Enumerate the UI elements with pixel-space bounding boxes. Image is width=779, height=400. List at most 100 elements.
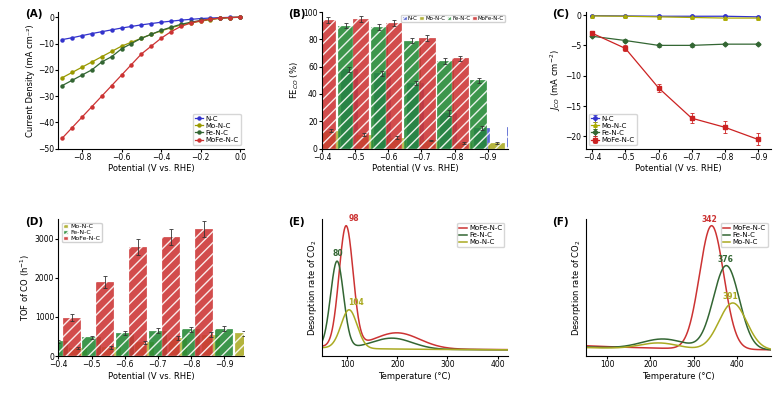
- Bar: [407, 83, 424, 148]
- Fe-N-C: [629, 342, 638, 347]
- Bar: [356, 135, 372, 148]
- Mo-N-C: [344, 307, 354, 312]
- Fe-N-C: [721, 263, 731, 268]
- MoFe-N-C: [68, 125, 77, 130]
- Y-axis label: Desorption rate of CO$_2$: Desorption rate of CO$_2$: [306, 240, 319, 336]
- MoFe-N-C: [216, 16, 225, 20]
- N-C: [68, 35, 77, 40]
- MoFe-N-C: [206, 17, 215, 22]
- Bar: [202, 334, 220, 356]
- Fe-N-C: [235, 15, 245, 20]
- Fe-N-C: [77, 73, 86, 78]
- Mo-N-C: [767, 347, 776, 352]
- Fe-N-C: [206, 17, 215, 22]
- Line: Mo-N-C: Mo-N-C: [61, 16, 241, 79]
- MoFe-N-C: [226, 15, 235, 20]
- Mo-N-C: [614, 345, 623, 350]
- Bar: [386, 23, 403, 148]
- MoFe-N-C: [767, 347, 776, 352]
- Mo-N-C: [196, 19, 206, 24]
- Fe-N-C: [690, 339, 700, 344]
- Mo-N-C: [581, 345, 590, 350]
- MoFe-N-C: [503, 347, 513, 352]
- Bar: [49, 341, 68, 356]
- Bar: [419, 38, 435, 148]
- Bar: [115, 333, 134, 356]
- MoFe-N-C: [117, 73, 126, 78]
- Mo-N-C: [317, 345, 326, 350]
- MoFe-N-C: [107, 83, 116, 88]
- Text: (C): (C): [552, 9, 569, 19]
- Mo-N-C: [442, 347, 451, 352]
- Y-axis label: Current Density (mA cm⁻²): Current Density (mA cm⁻²): [26, 24, 35, 136]
- Bar: [337, 26, 354, 148]
- MoFe-N-C: [365, 338, 375, 342]
- Legend: N-C, Mo-N-C, Fe-N-C, MoFe-N-C: N-C, Mo-N-C, Fe-N-C, MoFe-N-C: [589, 114, 636, 145]
- Fe-N-C: [721, 263, 730, 268]
- Mo-N-C: [457, 347, 467, 352]
- Fe-N-C: [581, 344, 590, 349]
- N-C: [136, 22, 146, 27]
- Bar: [215, 329, 233, 356]
- Bar: [319, 20, 337, 148]
- MoFe-N-C: [77, 115, 86, 120]
- Bar: [102, 348, 121, 356]
- MoFe-N-C: [351, 290, 360, 295]
- N-C: [127, 24, 136, 29]
- Mo-N-C: [127, 40, 136, 44]
- MoFe-N-C: [690, 299, 700, 304]
- MoFe-N-C: [146, 44, 156, 48]
- N-C: [235, 15, 245, 20]
- Mo-N-C: [226, 15, 235, 20]
- MoFe-N-C: [402, 332, 411, 336]
- Fe-N-C: [705, 310, 714, 315]
- N-C: [166, 19, 175, 24]
- Text: (D): (D): [25, 217, 43, 227]
- Mo-N-C: [117, 44, 126, 48]
- Fe-N-C: [186, 20, 196, 25]
- Bar: [371, 27, 388, 148]
- Y-axis label: Desorption rate of CO$_2$: Desorption rate of CO$_2$: [569, 240, 583, 336]
- Mo-N-C: [721, 307, 730, 312]
- MoFe-N-C: [97, 94, 107, 98]
- X-axis label: Temperature (°C): Temperature (°C): [379, 372, 451, 381]
- Line: Fe-N-C: Fe-N-C: [61, 16, 241, 87]
- Legend: N-C, Mo-N-C, Fe-N-C, MoFe-N-C: N-C, Mo-N-C, Fe-N-C, MoFe-N-C: [401, 15, 505, 22]
- MoFe-N-C: [705, 225, 714, 230]
- N-C: [226, 15, 235, 20]
- N-C: [58, 37, 67, 42]
- Mo-N-C: [157, 28, 166, 33]
- Fe-N-C: [665, 337, 675, 342]
- MoFe-N-C: [442, 345, 451, 350]
- Fe-N-C: [333, 259, 342, 264]
- X-axis label: Potential (V vs. RHE): Potential (V vs. RHE): [108, 372, 195, 381]
- Bar: [471, 80, 487, 148]
- MoFe-N-C: [235, 15, 245, 20]
- N-C: [216, 15, 225, 20]
- N-C: [157, 20, 166, 25]
- Bar: [323, 131, 340, 148]
- X-axis label: Potential (V vs. RHE): Potential (V vs. RHE): [372, 164, 458, 174]
- Mo-N-C: [705, 336, 714, 340]
- Legend: MoFe-N-C, Fe-N-C, Mo-N-C: MoFe-N-C, Fe-N-C, Mo-N-C: [457, 223, 504, 247]
- MoFe-N-C: [166, 29, 175, 34]
- Bar: [437, 61, 454, 148]
- MoFe-N-C: [196, 18, 206, 23]
- Fe-N-C: [442, 347, 451, 352]
- X-axis label: Potential (V vs. RHE): Potential (V vs. RHE): [635, 164, 721, 174]
- MoFe-N-C: [87, 104, 97, 109]
- MoFe-N-C: [629, 345, 638, 350]
- N-C: [146, 21, 156, 26]
- Text: 376: 376: [717, 255, 733, 264]
- Mo-N-C: [351, 317, 360, 322]
- N-C: [87, 31, 97, 36]
- Mo-N-C: [87, 60, 97, 64]
- Bar: [488, 143, 506, 148]
- Fe-N-C: [457, 347, 467, 352]
- Bar: [96, 282, 114, 356]
- Mo-N-C: [146, 32, 156, 37]
- N-C: [176, 18, 185, 22]
- Text: (E): (E): [288, 217, 305, 227]
- Bar: [62, 318, 81, 356]
- Line: MoFe-N-C: MoFe-N-C: [586, 226, 771, 350]
